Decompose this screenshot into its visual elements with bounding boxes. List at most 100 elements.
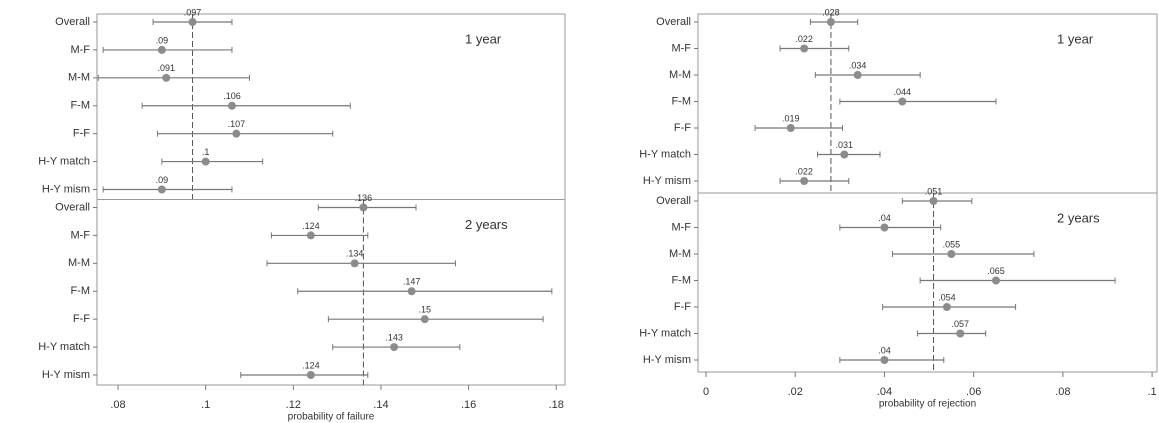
panel-label: 2 years — [1057, 210, 1100, 225]
point — [898, 97, 907, 106]
y-tick-label: F-M — [671, 274, 691, 286]
value-label: .147 — [403, 277, 421, 287]
x-tick-label: .06 — [966, 386, 981, 398]
value-label: .124 — [302, 360, 320, 370]
panel-label: 1 year — [1057, 31, 1094, 46]
x-axis-title: probability of rejection — [879, 399, 976, 410]
value-label: .055 — [943, 239, 961, 249]
value-label: .054 — [938, 292, 956, 302]
x-tick-label: .1 — [201, 399, 210, 411]
y-tick-label: M-F — [70, 229, 90, 241]
value-label: .124 — [302, 221, 320, 231]
y-tick-label: Overall — [55, 201, 90, 213]
value-label: .065 — [987, 266, 1005, 276]
value-label: .143 — [385, 332, 403, 342]
y-tick-label: Overall — [656, 195, 691, 207]
point — [201, 157, 210, 166]
value-label: .057 — [952, 319, 970, 329]
point — [826, 18, 835, 26]
point — [800, 44, 809, 53]
point — [840, 150, 849, 159]
x-tick-label: .14 — [373, 399, 388, 411]
point — [306, 371, 315, 379]
y-tick-label: H-Y mism — [42, 369, 90, 381]
point — [188, 18, 197, 26]
value-label: .04 — [878, 213, 891, 223]
value-label: .09 — [156, 175, 169, 185]
x-tick-label: 0 — [703, 386, 709, 398]
y-tick-label: F-F — [674, 301, 691, 313]
value-label: .028 — [822, 7, 840, 17]
value-label: .019 — [782, 113, 800, 123]
value-label: .044 — [894, 87, 912, 97]
point — [232, 129, 241, 138]
x-tick-label: .04 — [877, 386, 892, 398]
x-tick-label: .1 — [1147, 386, 1156, 398]
point — [880, 223, 889, 232]
y-tick-label: H-Y match — [639, 148, 691, 160]
value-label: .106 — [223, 91, 241, 101]
point — [227, 101, 236, 110]
x-axis-title: probability of failure — [288, 412, 375, 423]
y-tick-label: M-M — [68, 257, 90, 269]
y-tick-label: Overall — [55, 16, 90, 28]
y-tick-label: F-F — [73, 313, 90, 325]
y-tick-label: H-Y match — [639, 327, 691, 339]
point — [157, 45, 166, 54]
point — [420, 315, 429, 324]
point — [800, 177, 809, 185]
value-label: .04 — [878, 345, 891, 355]
y-tick-label: M-F — [671, 42, 691, 54]
point — [947, 250, 956, 258]
x-tick-label: .18 — [549, 399, 564, 411]
y-tick-label: M-F — [671, 221, 691, 233]
x-tick-label: .16 — [461, 399, 476, 411]
point — [956, 329, 965, 338]
y-tick-label: H-Y mism — [42, 183, 90, 195]
value-label: .136 — [355, 193, 373, 203]
y-tick-label: F-M — [671, 95, 691, 107]
x-tick-label: .02 — [788, 386, 803, 398]
y-tick-label: Overall — [656, 16, 691, 28]
value-label: .034 — [849, 60, 867, 70]
panel-label: 1 year — [465, 31, 502, 46]
value-label: .022 — [795, 34, 813, 44]
value-label: .091 — [157, 63, 175, 73]
point — [350, 259, 359, 268]
x-tick-label: .08 — [110, 399, 125, 411]
value-label: .051 — [925, 186, 943, 196]
value-label: .134 — [346, 249, 364, 259]
y-tick-label: F-M — [70, 285, 90, 297]
value-label: .15 — [419, 305, 432, 315]
point — [929, 197, 938, 205]
y-tick-label: M-M — [669, 69, 691, 81]
y-tick-label: F-F — [73, 128, 90, 140]
y-tick-label: H-Y mism — [643, 354, 691, 366]
value-label: .107 — [228, 119, 246, 129]
point — [306, 231, 315, 240]
y-tick-label: M-M — [669, 248, 691, 260]
y-tick-label: F-F — [674, 122, 691, 134]
point — [390, 343, 399, 352]
point — [880, 356, 889, 364]
y-tick-label: H-Y match — [38, 341, 90, 353]
y-tick-label: M-M — [68, 72, 90, 84]
point — [162, 73, 171, 82]
x-tick-label: .08 — [1055, 386, 1070, 398]
y-tick-label: F-M — [70, 100, 90, 112]
y-tick-label: H-Y mism — [643, 175, 691, 187]
y-tick-label: H-Y match — [38, 155, 90, 167]
panel-label: 2 years — [465, 217, 508, 232]
value-label: .1 — [202, 147, 210, 157]
point — [991, 276, 1000, 285]
point — [157, 185, 166, 194]
point — [786, 124, 795, 132]
value-label: .031 — [836, 140, 854, 150]
value-label: .097 — [184, 7, 202, 17]
point — [853, 71, 862, 79]
point — [407, 287, 416, 296]
value-label: .09 — [156, 35, 169, 45]
x-tick-label: .12 — [286, 399, 301, 411]
y-tick-label: M-F — [70, 44, 90, 56]
